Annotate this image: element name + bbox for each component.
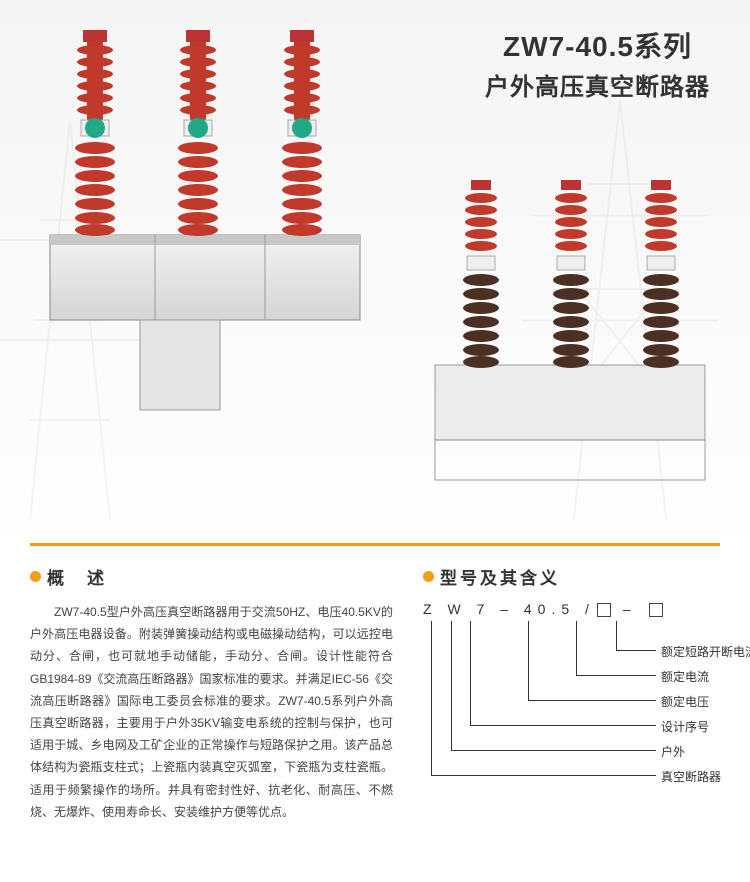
model-code-line: Z W 7 – 40.5 / – — [423, 601, 665, 617]
content-section: 概 述 ZW7-40.5型户外高压真空断路器用于交流50HZ、电压40.5KV的… — [0, 564, 750, 843]
model-placeholder-box — [649, 603, 663, 617]
model-label: 真空断路器 — [661, 768, 721, 785]
overview-column: 概 述 ZW7-40.5型户外高压真空断路器用于交流50HZ、电压40.5KV的… — [30, 564, 393, 823]
overview-text: ZW7-40.5型户外高压真空断路器用于交流50HZ、电压40.5KV的户外高压… — [30, 601, 393, 823]
product-image-left — [20, 20, 380, 440]
bullet-icon — [30, 571, 41, 582]
model-placeholder-box — [597, 603, 611, 617]
bullet-icon — [423, 571, 434, 582]
product-title: ZW7-40.5系列 户外高压真空断路器 — [485, 25, 710, 102]
model-heading: 型号及其含义 — [440, 564, 560, 589]
model-header: 型号及其含义 — [423, 564, 720, 589]
title-series: ZW7-40.5系列 — [485, 25, 710, 65]
model-diagram: Z W 7 – 40.5 / – 额定短路开断电流 额定电流 额定电压 设计序号… — [423, 601, 720, 821]
leader-line — [431, 621, 656, 776]
model-label: 额定电流 — [661, 668, 709, 685]
model-column: 型号及其含义 Z W 7 – 40.5 / – 额定短路开断电流 额定电流 额定… — [423, 564, 720, 823]
model-code-dash: – — [623, 601, 637, 617]
title-name: 户外高压真空断路器 — [485, 67, 710, 102]
model-label: 额定电压 — [661, 693, 709, 710]
section-divider — [30, 543, 720, 546]
overview-header: 概 述 — [30, 564, 393, 589]
hero-section: ZW7-40.5系列 户外高压真空断路器 — [0, 0, 750, 535]
model-label: 设计序号 — [661, 718, 709, 735]
model-code-prefix: Z W 7 – 40.5 / — [423, 601, 595, 617]
overview-heading: 概 述 — [47, 564, 107, 589]
model-label: 额定短路开断电流 — [661, 643, 750, 660]
product-image-right — [415, 170, 725, 510]
model-label: 户外 — [661, 743, 685, 760]
